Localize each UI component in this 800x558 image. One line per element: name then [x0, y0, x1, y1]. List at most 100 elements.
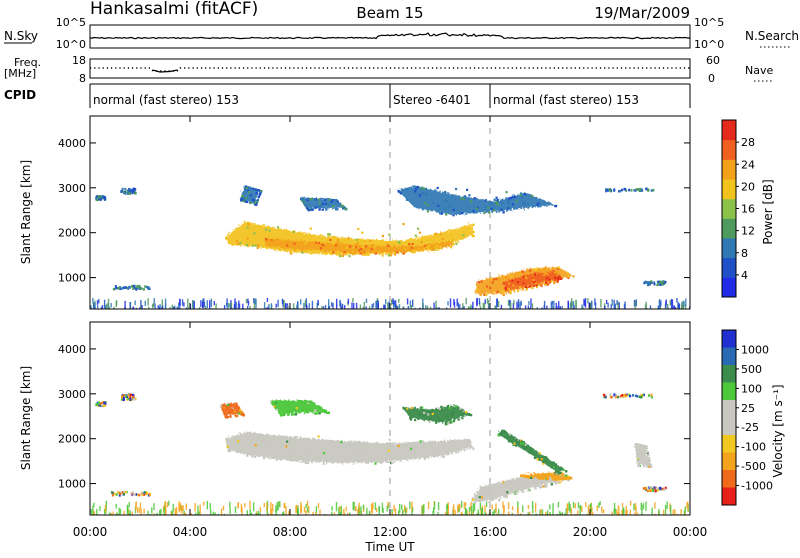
echo-speckle: [476, 285, 479, 288]
echo-speckle: [237, 242, 240, 245]
noise-mark: [610, 304, 612, 309]
noise-mark: [588, 302, 590, 309]
noise-mark: [460, 511, 463, 515]
echo-speckle: [544, 459, 547, 462]
echo-speckle: [221, 408, 224, 412]
echo-speckle: [552, 465, 555, 468]
noise-mark: [283, 511, 285, 515]
noise-mark: [559, 306, 561, 309]
echo-speckle: [336, 208, 339, 211]
echo-speckle: [440, 212, 443, 215]
echo-speckle: [502, 293, 505, 296]
noise-mark: [229, 507, 231, 514]
power-colorbar-label: 4: [741, 269, 748, 282]
echo-speckle: [302, 406, 305, 410]
sparse-echo-mark: [634, 394, 637, 397]
echo-speckle: [250, 240, 253, 243]
echo-speckle: [291, 458, 294, 461]
noise-mark: [152, 303, 155, 308]
echo-speckle: [317, 198, 320, 201]
noise-mark: [132, 306, 135, 309]
echo-speckle: [444, 199, 447, 202]
sparse-echo-mark: [110, 491, 113, 494]
noise-mark: [147, 510, 149, 515]
sparse-echo-mark: [123, 492, 125, 496]
echo-speckle: [379, 247, 382, 250]
noise-mark: [137, 506, 139, 513]
echo-speckle: [420, 241, 423, 244]
noise-mark: [457, 302, 460, 309]
echo-speckle: [557, 277, 560, 280]
echo-speckle: [416, 185, 419, 189]
noise-mark: [185, 503, 187, 510]
echo-speckle: [502, 481, 505, 484]
noise-mark: [414, 307, 416, 309]
echo-speckle: [492, 209, 495, 212]
sparse-echo-mark: [654, 489, 657, 493]
noise-mark: [379, 308, 381, 309]
noise-mark: [473, 501, 476, 512]
sparse-echo-mark: [100, 195, 103, 199]
echo-speckle: [248, 191, 251, 194]
sparse-echo-mark: [129, 398, 132, 401]
echo-speckle: [555, 472, 558, 475]
echo-speckle: [521, 490, 524, 493]
echo-speckle: [335, 208, 338, 211]
echo-speckle: [555, 277, 558, 280]
echo-speckle: [349, 252, 353, 255]
noise-mark: [676, 513, 678, 515]
echo-speckle: [435, 421, 438, 424]
noise-mark: [492, 511, 494, 515]
noise-mark: [282, 300, 284, 308]
noise-mark: [164, 303, 167, 309]
noise-mark: [210, 509, 212, 515]
echo-speckle: [240, 199, 243, 202]
echo-speckle: [348, 255, 351, 258]
echo-speckle: [527, 489, 530, 492]
echo-speckle: [286, 440, 289, 443]
noise-mark: [166, 502, 169, 508]
echo-speckle: [294, 249, 297, 252]
echo-speckle: [474, 501, 477, 504]
echo-speckle: [276, 442, 279, 445]
echo-speckle: [524, 273, 528, 276]
echo-speckle: [226, 445, 229, 448]
noise-mark: [378, 506, 380, 512]
echo-speckle: [432, 454, 435, 457]
noise-mark: [385, 299, 387, 305]
echo-speckle: [557, 472, 560, 475]
echo-speckle: [497, 434, 500, 437]
noise-mark: [305, 298, 307, 307]
echo-speckle: [555, 463, 558, 466]
noise-mark: [453, 299, 455, 305]
noise-mark: [249, 514, 251, 515]
noise-mark: [303, 303, 305, 309]
noise-mark: [263, 503, 265, 508]
noise-mark: [140, 300, 142, 308]
echo-speckle: [507, 480, 510, 483]
echo-speckle: [497, 278, 500, 281]
echo-speckle: [565, 474, 568, 477]
noise-mark: [210, 298, 213, 308]
noise-mark: [223, 513, 225, 515]
noise-mark: [307, 507, 309, 513]
noise-mark: [680, 509, 682, 515]
echo-speckle: [242, 414, 245, 417]
echo-speckle: [405, 246, 408, 249]
echo-speckle: [337, 252, 340, 255]
echo-speckle: [307, 401, 310, 405]
echo-speckle: [270, 239, 273, 242]
power-colorbar-cell: [722, 159, 736, 180]
noise-mark: [277, 501, 279, 511]
nsearch-label: N.Search: [745, 29, 799, 43]
echo-speckle: [381, 234, 384, 238]
noise-mark: [396, 306, 398, 309]
ytick-label: 1000: [58, 272, 86, 285]
echo-speckle: [289, 440, 292, 443]
noise-mark: [472, 503, 474, 514]
noise-mark: [341, 308, 343, 309]
echo-speckle: [545, 456, 548, 459]
echo-speckle: [533, 281, 536, 284]
noise-mark: [382, 507, 384, 514]
